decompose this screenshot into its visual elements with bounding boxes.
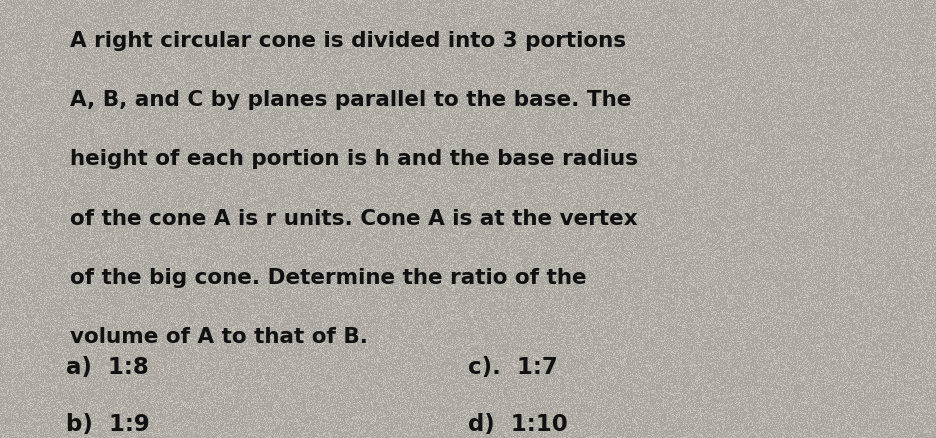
Text: height of each portion is h and the base radius: height of each portion is h and the base… bbox=[70, 149, 637, 169]
Text: of the big cone. Determine the ratio of the: of the big cone. Determine the ratio of … bbox=[70, 267, 586, 287]
Text: A right circular cone is divided into 3 portions: A right circular cone is divided into 3 … bbox=[70, 31, 626, 51]
Text: b)  1:9: b) 1:9 bbox=[66, 412, 149, 434]
Text: c).  1:7: c). 1:7 bbox=[468, 355, 558, 378]
Text: A, B, and C by planes parallel to the base. The: A, B, and C by planes parallel to the ba… bbox=[70, 90, 631, 110]
Text: of the cone A is r units. Cone A is at the vertex: of the cone A is r units. Cone A is at t… bbox=[70, 208, 637, 228]
Text: volume of A to that of B.: volume of A to that of B. bbox=[70, 326, 368, 346]
Text: d)  1:10: d) 1:10 bbox=[468, 412, 567, 434]
Text: a)  1:8: a) 1:8 bbox=[66, 355, 148, 378]
